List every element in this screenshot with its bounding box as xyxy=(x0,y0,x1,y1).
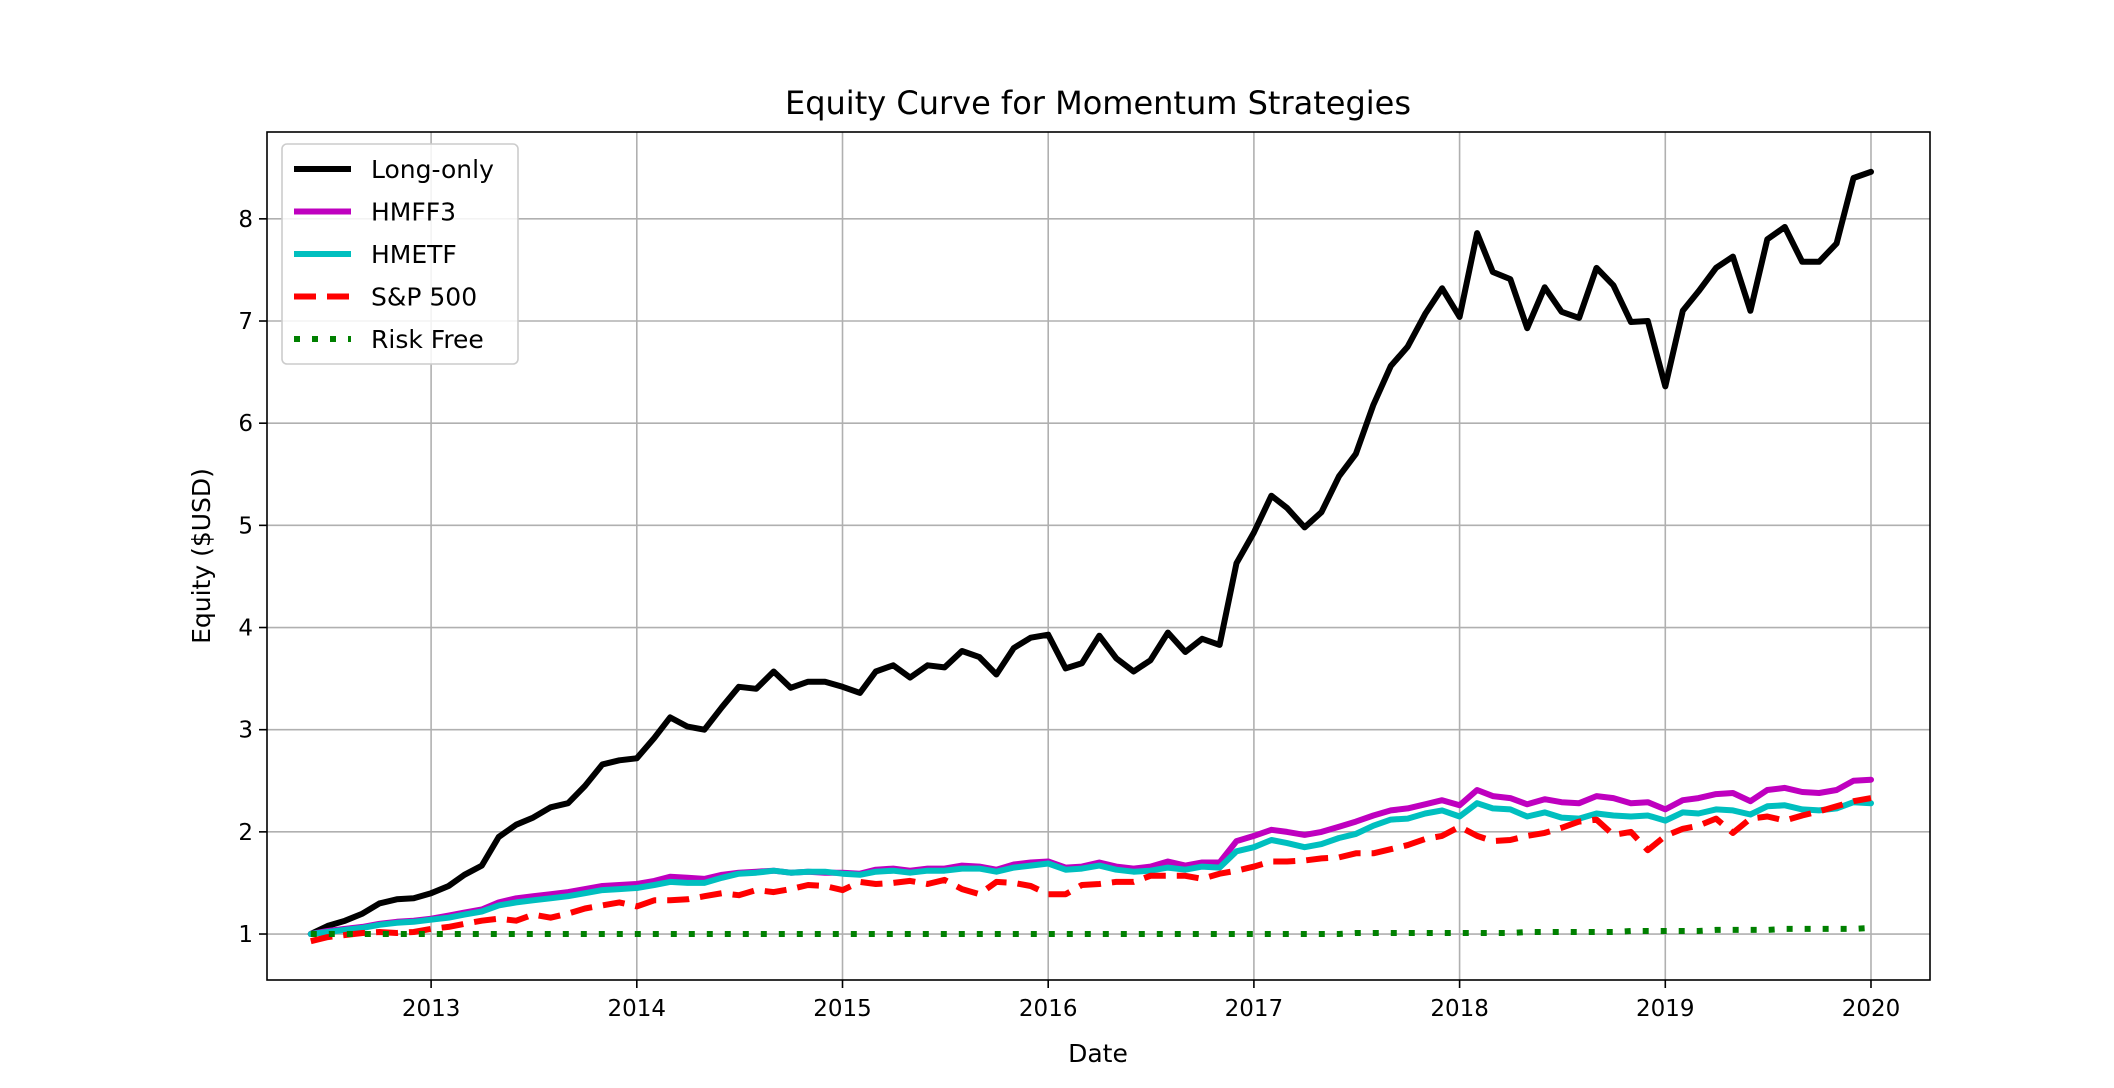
series-line-0 xyxy=(307,168,1874,937)
legend-label: Long-only xyxy=(371,155,494,184)
x-axis-label: Date xyxy=(1068,1039,1128,1068)
legend-label: HMETF xyxy=(371,240,457,269)
x-tick-label: 2020 xyxy=(1842,996,1901,1022)
y-axis-ticks: 1 2 3 4 5 6 7 8 xyxy=(238,207,267,948)
legend-label: HMFF3 xyxy=(371,198,456,227)
x-tick-label: 2017 xyxy=(1225,996,1284,1022)
legend: Long-only HMFF3 HMETF S&P 500 Risk Free xyxy=(281,143,519,365)
y-tick-label: 5 xyxy=(238,513,253,539)
y-tick-label: 4 xyxy=(238,616,253,642)
legend-box xyxy=(281,143,519,365)
x-tick-label: 2016 xyxy=(1019,996,1078,1022)
legend-label: S&P 500 xyxy=(371,283,477,312)
series-line-3 xyxy=(310,795,1872,945)
y-tick-label: 1 xyxy=(238,922,253,948)
y-tick-label: 6 xyxy=(238,411,253,437)
x-axis-ticks: 2013 2014 2015 2016 2017 2018 2019 2020 xyxy=(402,980,1900,1022)
series-line-4 xyxy=(310,924,1872,937)
y-tick-label: 3 xyxy=(238,718,253,744)
y-axis-label: Equity ($USD) xyxy=(187,468,216,644)
series-lines xyxy=(307,168,1874,945)
x-tick-label: 2019 xyxy=(1636,996,1695,1022)
y-tick-label: 2 xyxy=(238,820,253,846)
plot-frame xyxy=(266,131,1931,981)
x-tick-label: 2014 xyxy=(608,996,667,1022)
x-tick-label: 2015 xyxy=(813,996,872,1022)
chart-title: Equity Curve for Momentum Strategies xyxy=(785,84,1411,122)
grid-lines xyxy=(267,132,1930,980)
y-tick-label: 7 xyxy=(238,309,253,335)
legend-label: Risk Free xyxy=(371,325,484,354)
x-tick-label: 2013 xyxy=(402,996,461,1022)
y-tick-label: 8 xyxy=(238,207,253,233)
x-tick-label: 2018 xyxy=(1430,996,1489,1022)
series-line-2 xyxy=(307,799,1874,937)
